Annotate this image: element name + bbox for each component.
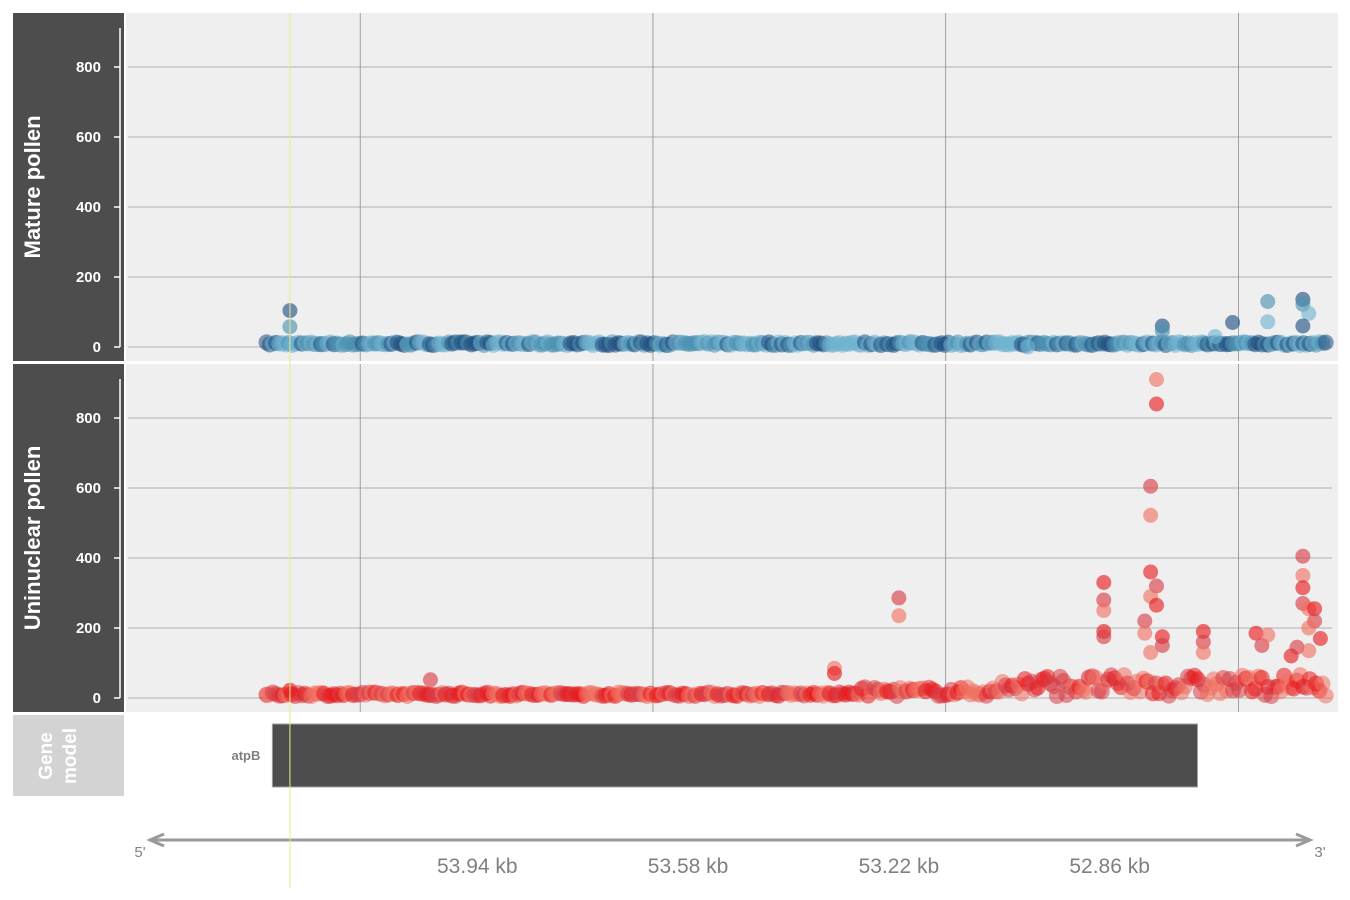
data-point bbox=[1143, 478, 1159, 494]
data-point bbox=[1195, 634, 1211, 650]
data-point bbox=[891, 608, 907, 624]
track-title-mature-pollen: Mature pollen bbox=[20, 115, 45, 258]
plot-background bbox=[126, 13, 1338, 361]
data-point bbox=[1260, 627, 1276, 643]
track-title-uninuclear-pollen: Uninuclear pollen bbox=[20, 446, 45, 631]
data-point bbox=[1077, 683, 1094, 700]
data-point bbox=[1295, 318, 1311, 334]
data-point bbox=[1295, 568, 1311, 583]
data-point bbox=[1301, 620, 1317, 636]
y-ticks: 0 200 400 600 800 bbox=[76, 59, 120, 356]
gene-feature bbox=[271, 723, 1198, 788]
data-point bbox=[1137, 613, 1153, 629]
data-point bbox=[1307, 601, 1323, 617]
data-point bbox=[1143, 645, 1159, 660]
genes: atpB bbox=[231, 723, 1198, 788]
data-point bbox=[1301, 643, 1317, 659]
data-point bbox=[1248, 625, 1264, 641]
y-tick-label: 0 bbox=[93, 339, 101, 356]
data-point bbox=[1301, 305, 1317, 321]
y-tick-label: 400 bbox=[76, 199, 101, 216]
x-axis-arrow-left-icon bbox=[146, 832, 165, 848]
points bbox=[258, 372, 1334, 704]
y-tick-label: 600 bbox=[76, 129, 101, 146]
track-title-panel bbox=[13, 13, 124, 361]
track-gene-model: Gene model atpB bbox=[13, 715, 1198, 796]
gene-model-title-line-2: model bbox=[60, 728, 81, 784]
x-tick-label: 53.58 kb bbox=[648, 855, 729, 878]
data-point bbox=[1143, 507, 1159, 523]
data-point bbox=[1096, 592, 1112, 608]
y-tick-label: 200 bbox=[76, 620, 101, 637]
gene-model-title-panel bbox=[13, 715, 124, 796]
y-tick-label: 800 bbox=[76, 59, 101, 76]
x-tick-label: 53.22 kb bbox=[859, 855, 940, 878]
x-axis: 5' 3' 53.94 kb 53.58 kb 53.22 kb 52.86 kb bbox=[134, 832, 1326, 878]
data-point bbox=[1096, 629, 1112, 645]
track-mature-pollen: Mature pollen 0 200 400 600 800 bbox=[13, 13, 1338, 361]
y-tick-label: 400 bbox=[76, 550, 101, 567]
track-uninuclear-pollen: Uninuclear pollen 0 200 400 600 800 bbox=[13, 364, 1338, 712]
data-point bbox=[1289, 639, 1305, 655]
data-point bbox=[422, 672, 438, 688]
data-point bbox=[1260, 294, 1276, 309]
data-point bbox=[1148, 597, 1164, 613]
data-point bbox=[1148, 372, 1164, 387]
gene-model-title-line-1: Gene bbox=[36, 732, 57, 780]
data-point bbox=[1260, 314, 1276, 330]
y-tick-label: 600 bbox=[76, 480, 101, 497]
data-point bbox=[1154, 323, 1170, 339]
x-tick-labels: 53.94 kb 53.58 kb 53.22 kb 52.86 kb bbox=[437, 855, 1150, 878]
data-point bbox=[1096, 603, 1112, 618]
x-tick-label: 52.86 kb bbox=[1069, 855, 1150, 878]
data-point bbox=[1020, 339, 1036, 355]
data-point bbox=[1143, 564, 1159, 580]
x-axis-arrow-right-icon bbox=[1295, 832, 1314, 848]
data-point bbox=[1207, 329, 1223, 344]
data-point bbox=[826, 666, 842, 681]
data-point bbox=[1137, 625, 1153, 641]
data-point bbox=[1154, 638, 1170, 653]
data-point bbox=[1195, 624, 1211, 639]
data-point bbox=[1317, 334, 1334, 351]
data-point bbox=[891, 590, 907, 606]
strand-label-5-prime: 5' bbox=[134, 844, 145, 861]
data-point bbox=[1096, 575, 1112, 590]
data-point bbox=[1295, 580, 1311, 596]
data-point bbox=[1148, 396, 1164, 412]
data-point bbox=[1295, 548, 1311, 564]
data-point bbox=[1317, 687, 1334, 704]
y-tick-label: 800 bbox=[76, 410, 101, 427]
strand-label-3-prime: 3' bbox=[1314, 844, 1325, 861]
data-point bbox=[1195, 645, 1211, 660]
y-tick-label: 200 bbox=[76, 269, 101, 286]
data-point bbox=[1225, 315, 1241, 330]
plot-background bbox=[126, 364, 1338, 712]
x-tick-label: 53.94 kb bbox=[437, 855, 518, 878]
data-point bbox=[1312, 631, 1328, 646]
track-title-panel bbox=[13, 364, 124, 712]
y-ticks: 0 200 400 600 800 bbox=[76, 410, 120, 707]
gene-name-label: atpB bbox=[231, 748, 260, 763]
y-tick-label: 0 bbox=[93, 690, 101, 707]
points bbox=[258, 291, 1334, 355]
